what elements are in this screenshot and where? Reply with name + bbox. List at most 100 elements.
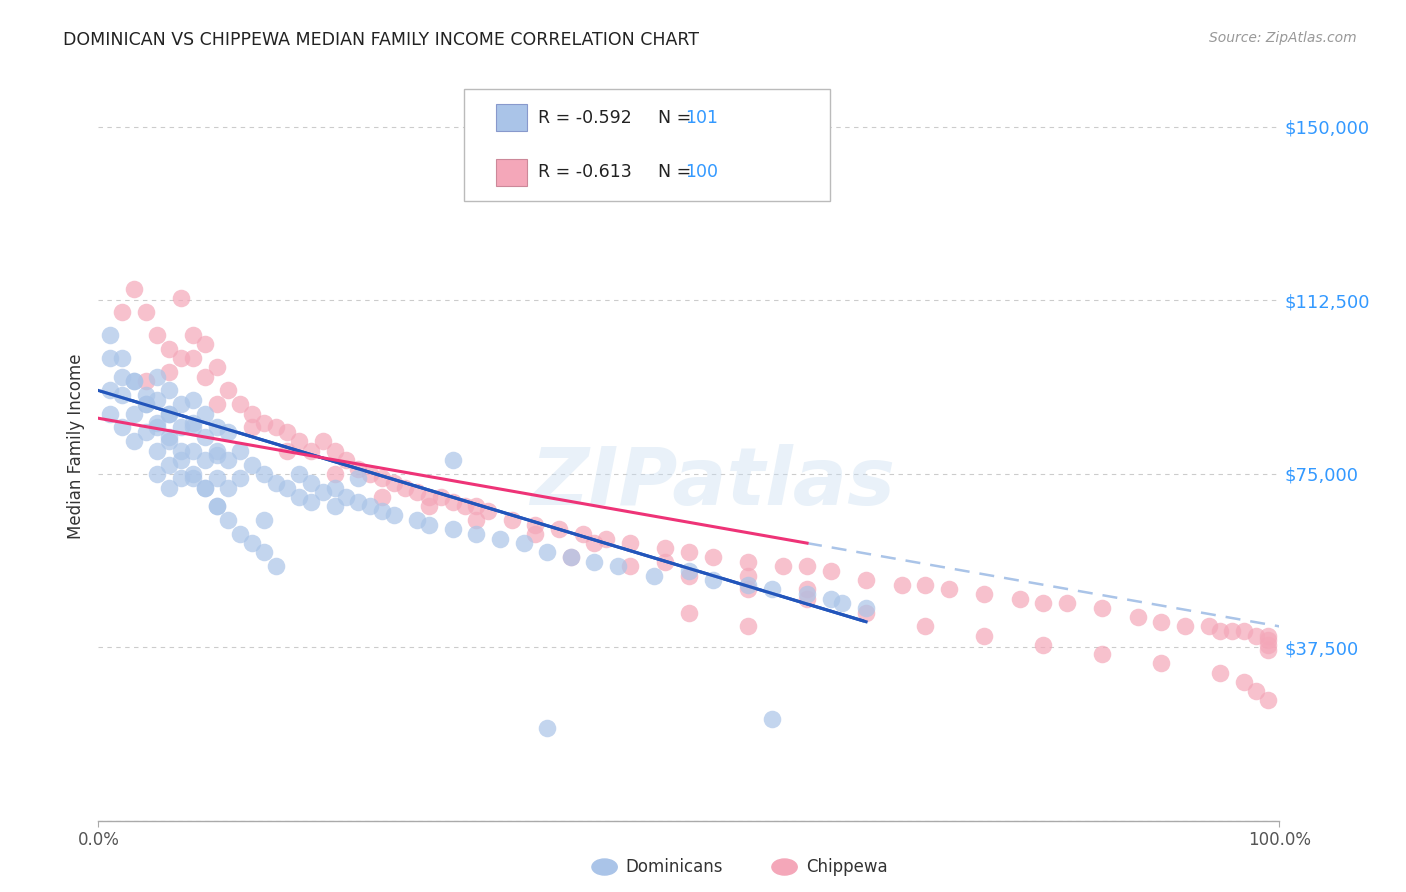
Point [194,453,217,467]
Point [194,369,217,384]
Point [1220,624,1243,638]
Point [595,532,617,546]
Point [157,434,180,449]
Point [371,490,394,504]
Point [98,351,121,365]
Point [111,420,134,434]
Point [560,549,582,564]
Point [312,434,335,449]
Point [643,568,665,582]
Text: 100: 100 [685,163,717,181]
Point [382,475,405,490]
Point [264,559,287,574]
Point [441,453,464,467]
Point [583,536,606,550]
Point [512,536,534,550]
Point [170,453,193,467]
Point [146,328,169,343]
Point [194,337,217,351]
Text: R = -0.592: R = -0.592 [538,109,648,127]
Point [157,481,180,495]
Point [890,578,912,592]
Point [157,384,180,398]
Point [146,369,169,384]
Point [1257,638,1279,652]
Point [855,600,877,615]
Point [678,564,700,578]
Point [229,443,252,458]
Point [146,443,169,458]
Point [170,420,193,434]
Point [441,494,464,508]
Point [737,582,759,597]
Point [501,513,523,527]
Point [1257,642,1279,657]
Point [524,517,547,532]
Point [323,443,346,458]
Point [181,471,204,485]
Point [1032,596,1054,610]
Point [831,596,853,610]
Point [536,721,558,735]
Point [181,351,204,365]
Point [135,397,157,411]
Point [240,420,263,434]
Point [181,420,204,434]
Point [702,549,724,564]
Point [465,527,488,541]
Point [371,471,394,485]
Point [761,582,783,597]
Point [194,430,217,444]
Point [312,485,335,500]
Point [205,360,228,375]
Point [98,407,121,421]
Point [465,499,488,513]
Point [157,430,180,444]
Point [157,407,180,421]
Point [489,532,512,546]
Point [205,397,228,411]
Text: N =: N = [658,163,697,181]
Point [135,397,157,411]
Point [678,545,700,559]
Point [418,517,440,532]
Point [217,384,239,398]
Point [157,407,180,421]
Point [253,416,276,430]
Point [347,494,370,508]
Point [938,582,960,597]
Point [146,467,169,481]
Point [122,434,145,449]
Point [194,481,217,495]
Point [453,499,475,513]
Point [619,559,641,574]
Point [418,499,440,513]
Point [170,291,193,305]
Point [181,416,204,430]
Point [299,475,322,490]
Point [1257,629,1279,643]
Point [111,351,134,365]
Point [323,467,346,481]
Point [973,587,995,601]
Point [299,494,322,508]
Point [288,467,311,481]
Point [217,425,239,439]
Point [217,481,239,495]
Point [1209,665,1232,680]
Point [335,490,357,504]
Point [146,416,169,430]
Point [181,328,204,343]
Point [276,425,298,439]
Point [1091,600,1114,615]
Point [98,384,121,398]
Point [796,559,818,574]
Point [276,443,298,458]
Point [157,342,180,356]
Point [796,587,818,601]
Point [1233,674,1256,689]
Text: 101: 101 [685,109,717,127]
Text: Source: ZipAtlas.com: Source: ZipAtlas.com [1209,31,1357,45]
Point [1150,657,1173,671]
Text: Chippewa: Chippewa [806,858,887,876]
